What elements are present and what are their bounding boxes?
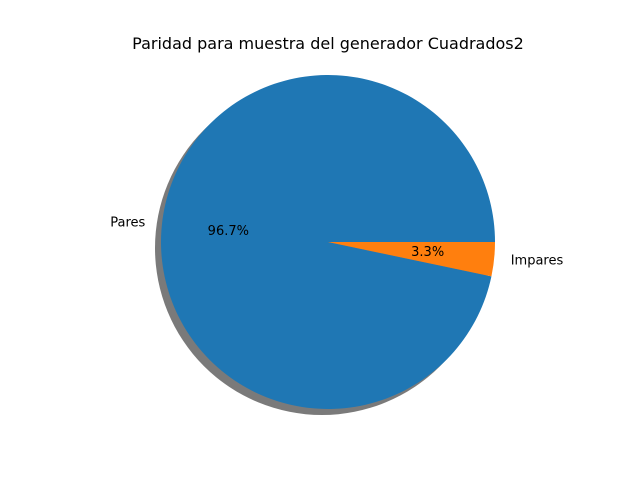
- chart-title: Paridad para muestra del generador Cuadr…: [132, 34, 524, 53]
- pie-slice-pares: [161, 75, 496, 410]
- slice-label-impares: Impares: [511, 254, 564, 269]
- pie-slices: [161, 75, 496, 410]
- slice-label-pares: Pares: [110, 215, 145, 230]
- slice-percent-impares: 3.3%: [411, 245, 444, 260]
- pie-labels: Pares 96.7% Impares 3.3%: [110, 215, 563, 268]
- pie-slice-impares: [328, 242, 496, 277]
- slice-percent-pares: 96.7%: [208, 224, 249, 239]
